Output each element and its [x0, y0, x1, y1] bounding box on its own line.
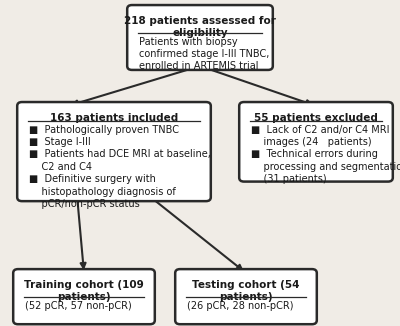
Text: Testing cohort (54
patients): Testing cohort (54 patients)	[192, 280, 300, 302]
Text: 55 patients excluded: 55 patients excluded	[254, 113, 378, 123]
Text: 218 patients assessed for
eligibility: 218 patients assessed for eligibility	[124, 16, 276, 38]
Text: (26 pCR, 28 non-pCR): (26 pCR, 28 non-pCR)	[187, 301, 294, 311]
FancyBboxPatch shape	[13, 269, 155, 324]
Text: Training cohort (109
patients): Training cohort (109 patients)	[24, 280, 144, 302]
Text: (52 pCR, 57 non-pCR): (52 pCR, 57 non-pCR)	[25, 301, 132, 311]
Text: 163 patients included: 163 patients included	[50, 113, 178, 123]
FancyBboxPatch shape	[239, 102, 393, 182]
FancyBboxPatch shape	[17, 102, 211, 201]
Text: ■  Lack of C2 and/or C4 MRI
    images (24   patients)
■  Technical errors durin: ■ Lack of C2 and/or C4 MRI images (24 pa…	[251, 125, 400, 184]
Text: ■  Pathologically proven TNBC
■  Stage I-III
■  Patients had DCE MRI at baseline: ■ Pathologically proven TNBC ■ Stage I-I…	[29, 125, 211, 209]
FancyBboxPatch shape	[175, 269, 317, 324]
FancyBboxPatch shape	[127, 5, 273, 70]
Text: Patients with biopsy
confirmed stage I-III TNBC,
enrolled in ARTEMIS trial: Patients with biopsy confirmed stage I-I…	[139, 37, 270, 71]
